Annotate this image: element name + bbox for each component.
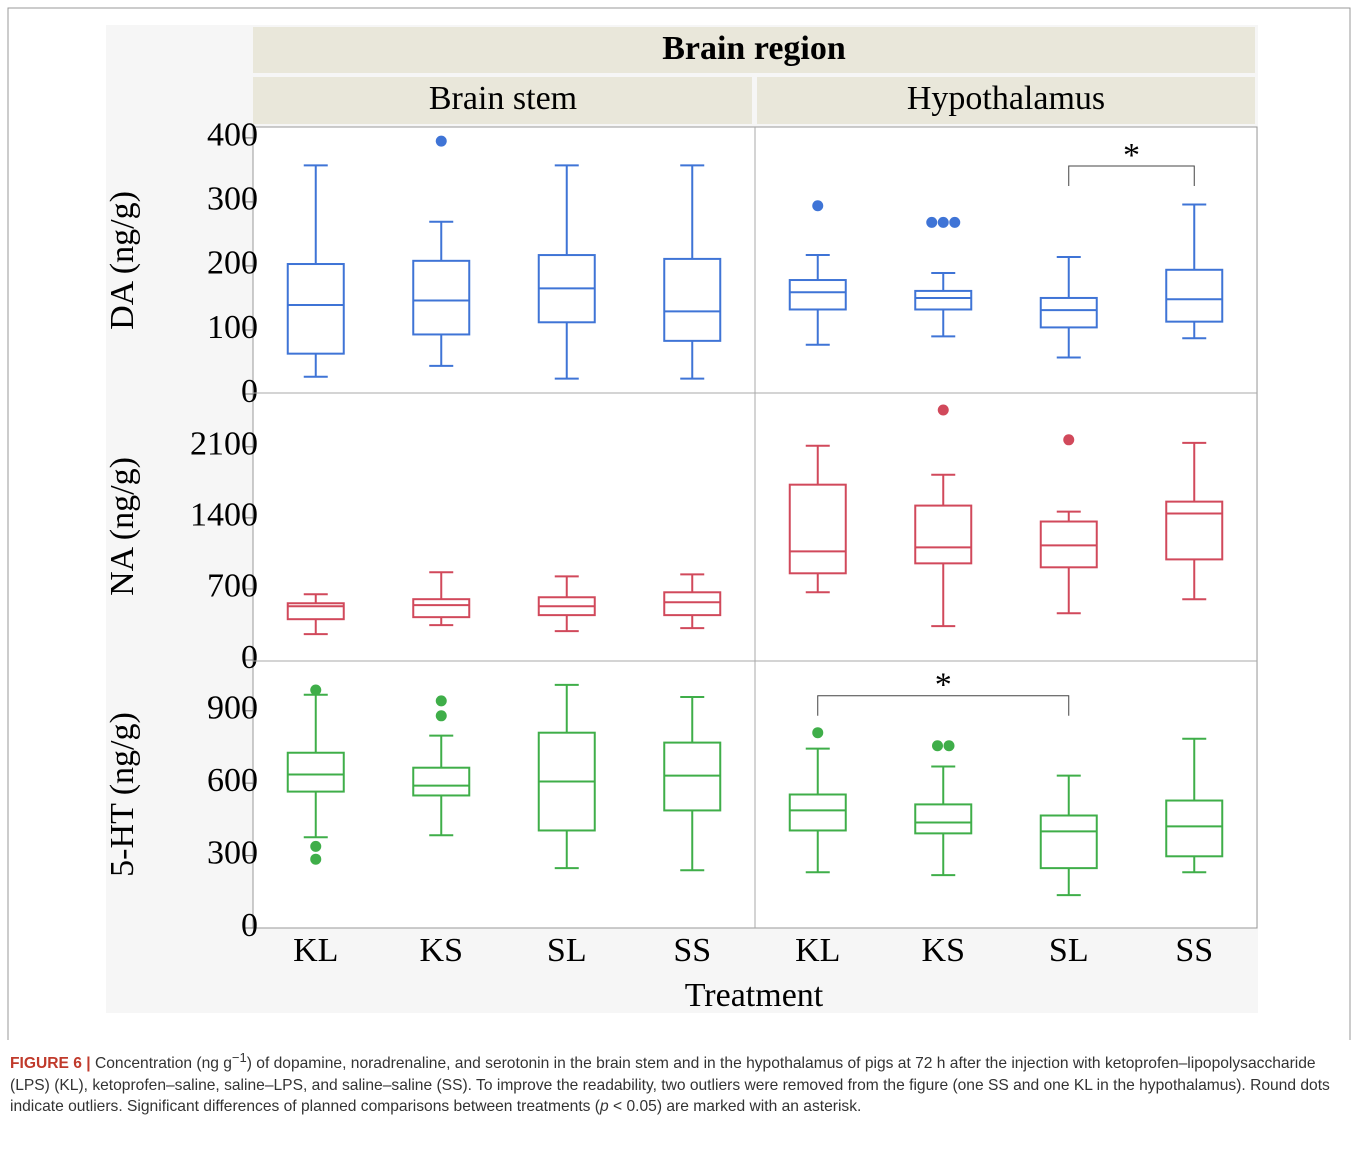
box [788,279,847,311]
outlier [937,216,949,228]
column-header [757,77,1255,124]
y-tick-label: 0 [241,373,258,410]
box [1165,799,1224,858]
column-title: Hypothalamus [907,80,1105,117]
box [1165,500,1224,561]
y-tick-label: 900 [207,690,258,727]
box [663,591,722,617]
outlier [435,695,447,707]
y-tick-label: 700 [207,568,258,605]
outlier [1063,434,1075,446]
caption-text: ) of dopamine, noradrenaline, and seroto… [10,1055,1330,1116]
caption-text: Concentration (ng g [90,1055,232,1073]
x-tick-label: KL [293,932,338,969]
column-title: Brain stem [429,80,577,117]
outlier [949,216,961,228]
x-tick-label: KS [420,932,463,969]
chart: Brain region Brain stem Hypothalamus Tre… [7,7,1351,1149]
significance-label: * [935,667,952,704]
outlier [926,216,938,228]
significance-label: * [1123,137,1140,174]
y-tick-label: 200 [207,245,258,282]
outlier [310,853,322,865]
facet-title: Brain region [662,30,846,67]
outlier [943,740,955,752]
caption-text: < 0.05) are marked with an asterisk. [608,1098,862,1116]
significance-bracket [1068,165,1195,187]
y-tick-label: 400 [207,117,258,154]
caption-superscript: −1 [231,1050,247,1065]
y-tick-label: 0 [241,639,258,676]
x-tick-label: KS [922,932,965,969]
outlier [310,840,322,852]
y-tick-label: 600 [207,762,258,799]
x-tick-label: KL [795,932,840,969]
y-tick-label: 300 [207,181,258,218]
y-axis-label: DA (ng/g) [104,191,141,330]
outlier [435,135,447,147]
box [914,803,973,835]
x-tick-label: SS [1175,932,1213,969]
box [286,751,345,793]
x-axis-label: Treatment [685,977,824,1014]
y-tick-label: 1400 [190,497,258,534]
box [412,598,471,619]
outlier [310,684,322,696]
facet-header [253,27,1255,73]
y-tick-label: 100 [207,309,258,346]
box [1039,814,1098,870]
x-tick-label: SS [673,932,711,969]
x-tick-label: SL [547,932,587,969]
outlier [812,727,824,739]
caption-italic: p [600,1098,609,1116]
x-tick-label: SL [1049,932,1089,969]
y-axis-label: 5-HT (ng/g) [104,712,141,877]
box [286,263,345,355]
outlier [937,404,949,416]
box [286,602,345,621]
box [412,259,471,336]
outlier [812,200,824,212]
caption: FIGURE 6 | Concentration (ng g−1) of dop… [10,1047,1340,1118]
significance-bracket [817,695,1070,716]
y-tick-label: 2100 [190,426,258,463]
y-axis-label: NA (ng/g) [104,457,141,596]
box [914,289,973,311]
box [663,257,722,342]
box [788,793,847,832]
box [1039,296,1098,329]
y-tick-label: 300 [207,834,258,871]
box [914,504,973,565]
outlier [435,710,447,722]
box [412,766,471,797]
caption-label: FIGURE 6 | [10,1055,91,1073]
box [788,483,847,575]
y-tick-label: 0 [241,907,258,944]
box [1165,268,1224,323]
outlier [932,740,943,752]
column-header [253,77,752,124]
